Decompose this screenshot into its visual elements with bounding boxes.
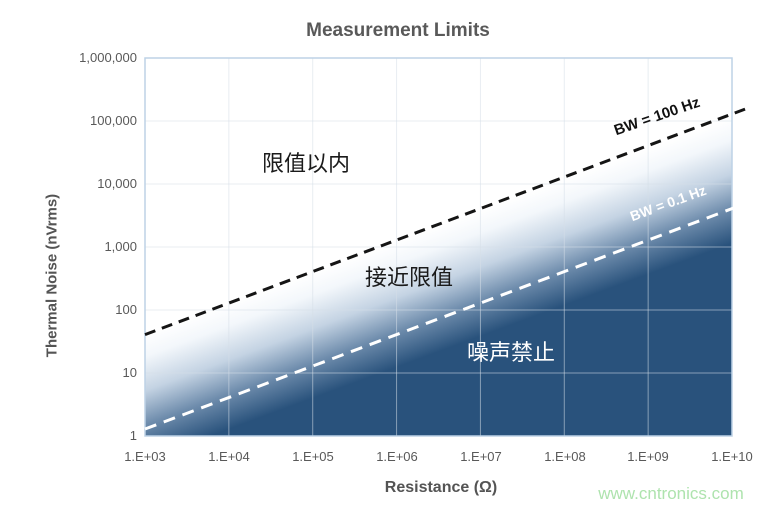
ytick-1e4: 10,000 (97, 176, 137, 191)
chart-title: Measurement Limits (306, 20, 490, 41)
plot-border (144, 57, 733, 437)
watermark: www.cntronics.com (598, 484, 744, 503)
annotation-within-limits: 限值以内 (261, 151, 350, 176)
xtick-1e3: 1.E+03 (124, 449, 166, 464)
x-axis-title: Resistance (Ω) (384, 479, 498, 496)
xtick-1e10: 1.E+10 (711, 449, 753, 464)
annotation-near-limit: 接近限值 (364, 265, 453, 290)
y-axis-title: Thermal Noise (nVrms) (43, 193, 61, 358)
series-line-bw-0p1hz (144, 201, 748, 431)
ytick-1e5: 100,000 (90, 113, 137, 128)
xtick-1e8: 1.E+08 (544, 449, 586, 464)
xtick-1e7: 1.E+07 (460, 449, 502, 464)
ytick-1e0: 1 (129, 428, 137, 443)
ytick-1e1: 10 (122, 365, 137, 380)
ytick-1e2: 100 (115, 302, 137, 317)
xtick-1e9: 1.E+09 (627, 449, 669, 464)
annotation-noise-forbidden: 噪声禁止 (466, 340, 555, 365)
ytick-1e6: 1,000,000 (79, 50, 137, 65)
ytick-1e3: 1,000 (104, 239, 137, 254)
xtick-1e5: 1.E+05 (292, 449, 334, 464)
xtick-1e6: 1.E+06 (376, 449, 418, 464)
xtick-1e4: 1.E+04 (208, 449, 250, 464)
